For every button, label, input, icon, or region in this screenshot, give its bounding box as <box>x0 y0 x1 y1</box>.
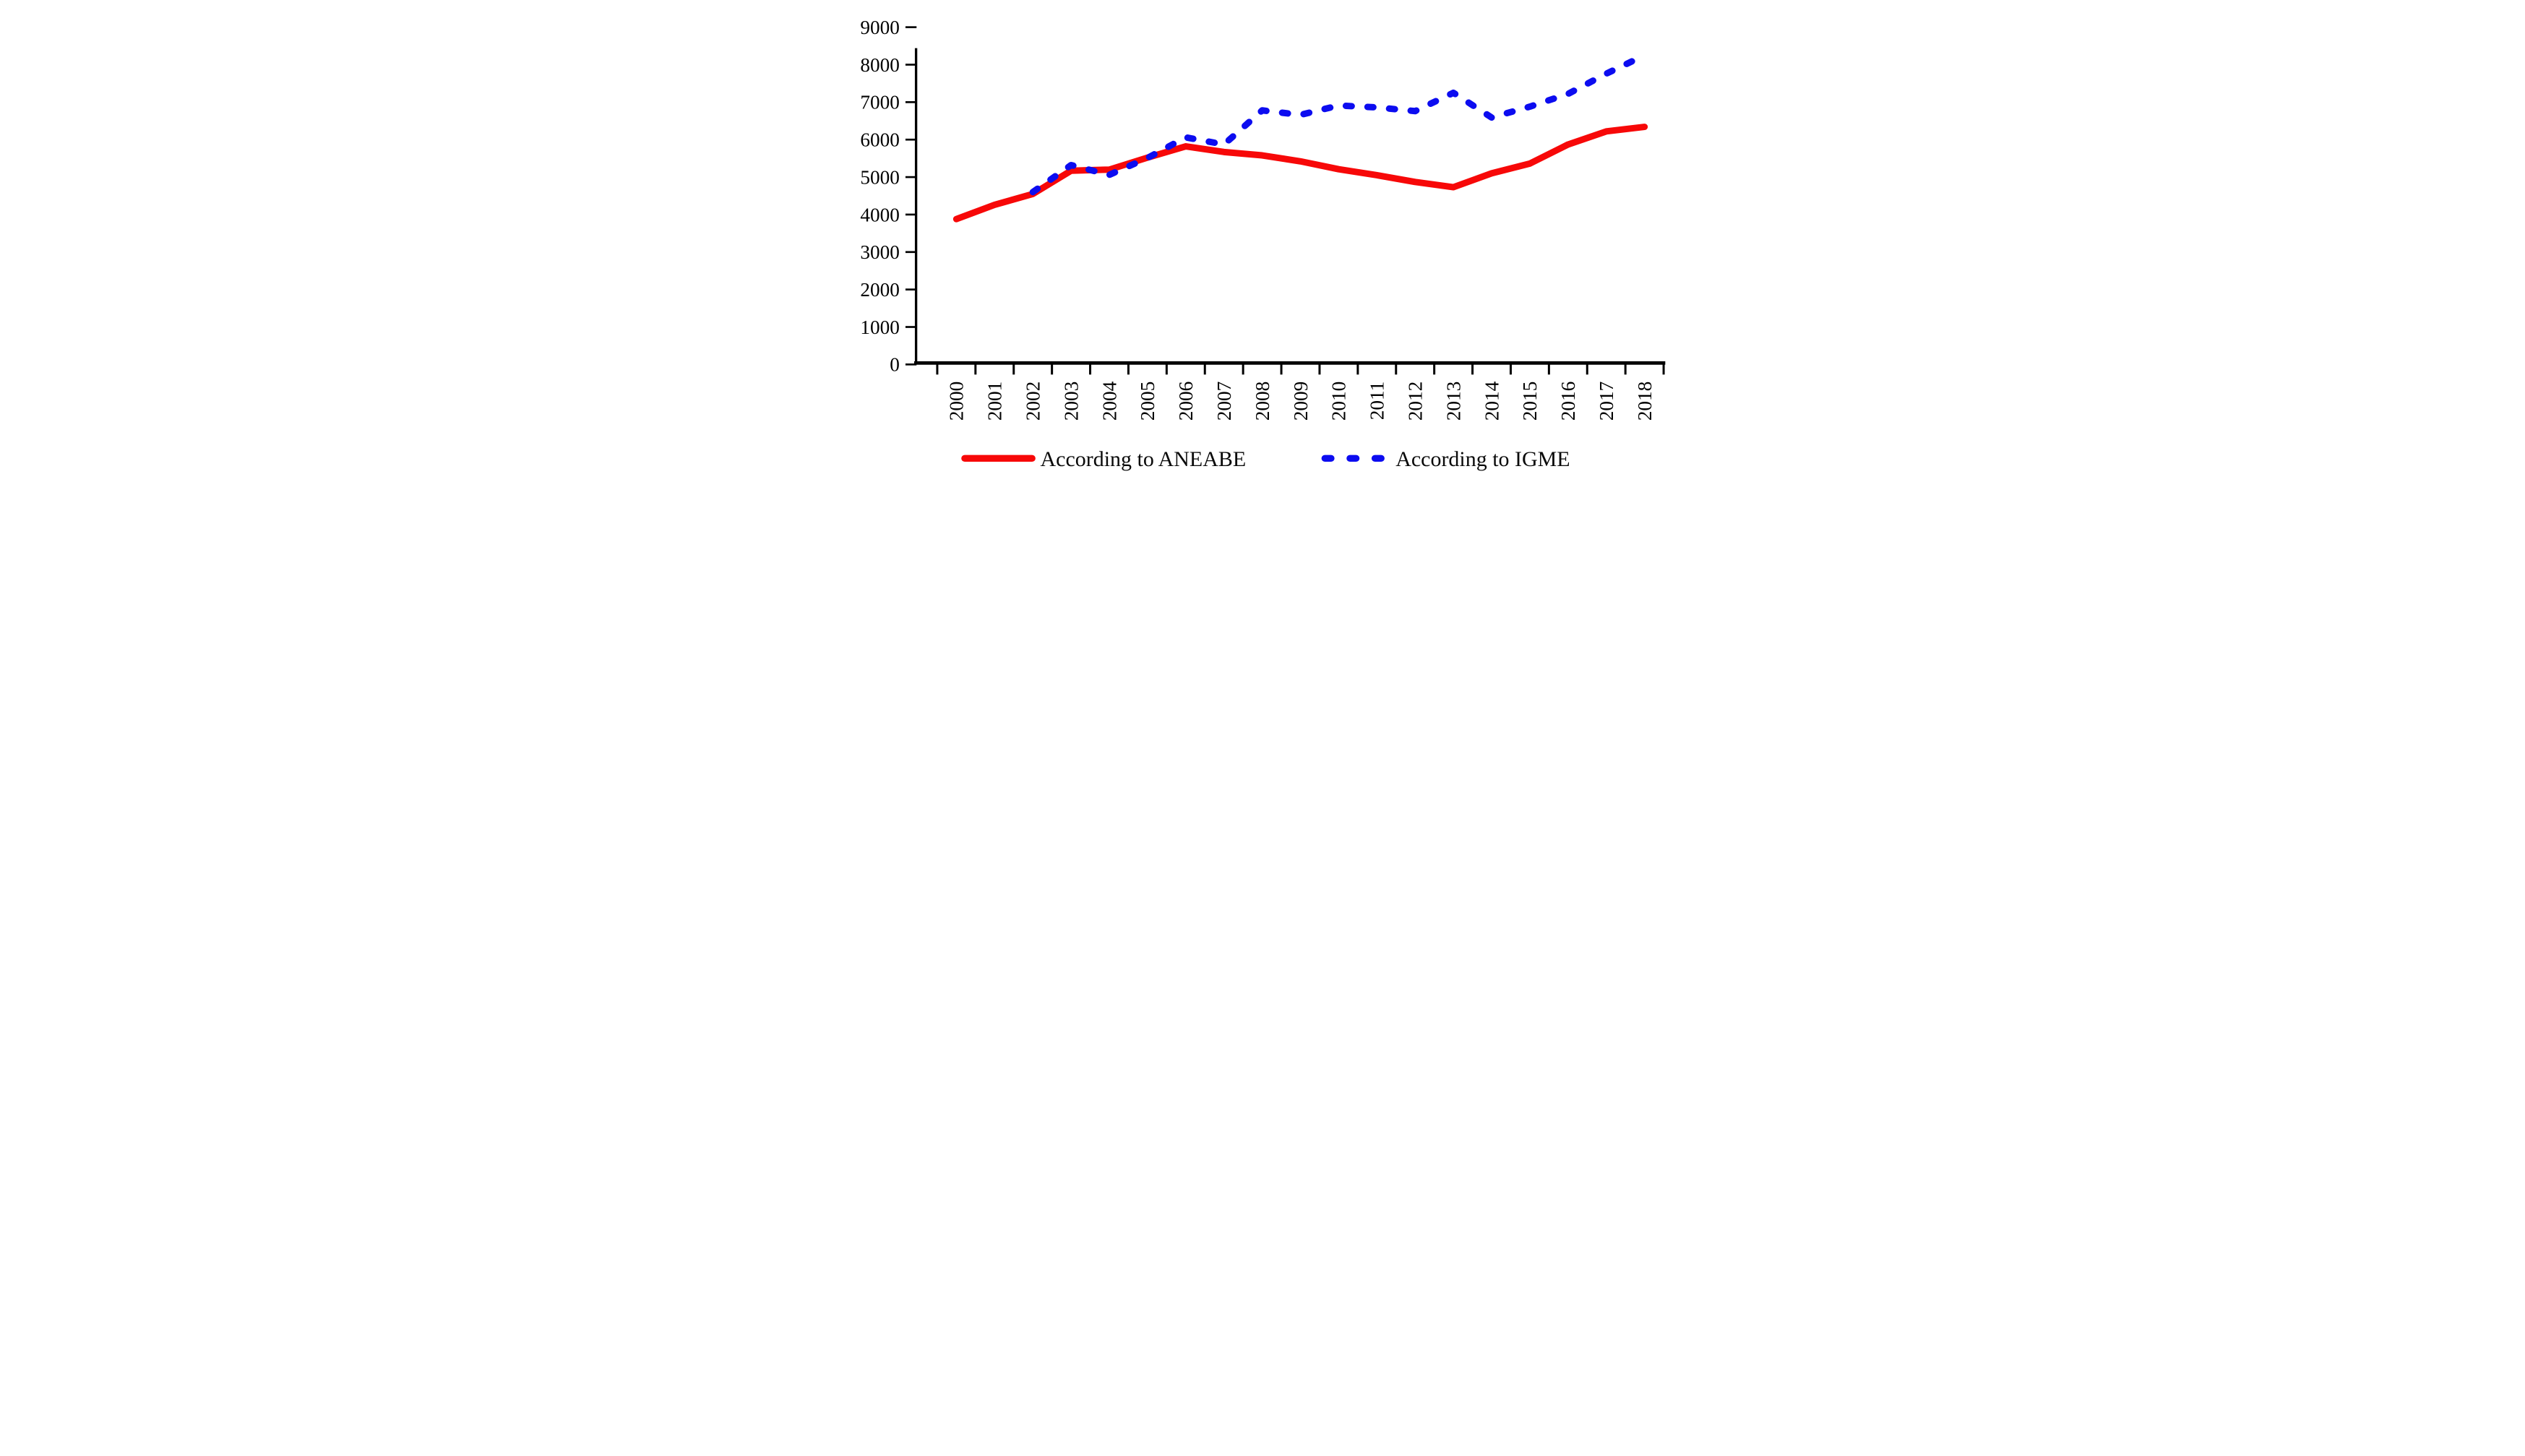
legend-label-igme: According to IGME <box>1395 447 1570 471</box>
x-tick-label: 2010 <box>1328 382 1350 421</box>
x-tick-label: 2000 <box>946 382 968 421</box>
x-tick-label: 2006 <box>1175 382 1197 421</box>
x-tick-label: 2001 <box>984 382 1006 421</box>
aneabe-series-line <box>952 124 1648 223</box>
line-chart-canvas: 0 1000 2000 3000 4000 5000 6000 7000 8000 9000 200… <box>842 0 1683 486</box>
y-tick-label: 2000 <box>860 279 900 301</box>
y-tick-label: 4000 <box>860 204 900 225</box>
x-tick-label: 2009 <box>1290 382 1312 421</box>
x-tick-label: 2005 <box>1137 382 1158 421</box>
y-tick-label: 1000 <box>860 316 900 338</box>
y-tick-label: 7000 <box>860 92 900 113</box>
x-tick-label: 2012 <box>1405 382 1427 421</box>
x-tick-label: 2014 <box>1481 381 1502 421</box>
plot-area: 0 1000 2000 3000 4000 5000 6000 7000 8000 9000 200… <box>860 17 1666 421</box>
legend-label-aneabe: According to ANEABE <box>1041 447 1247 471</box>
y-tick-label: 3000 <box>860 241 900 263</box>
y-tick-label: 8000 <box>860 54 900 76</box>
x-tick-label: 2008 <box>1252 382 1273 421</box>
chart-figure: 0 1000 2000 3000 4000 5000 6000 7000 8000 9000 200… <box>842 0 1683 486</box>
x-tick-label: 2018 <box>1634 382 1656 421</box>
x-tick-label: 2007 <box>1213 382 1235 421</box>
x-tick-label: 2002 <box>1023 382 1044 421</box>
x-tick-label: 2016 <box>1557 382 1579 421</box>
x-tick-label: 2011 <box>1367 382 1388 421</box>
y-tick-label: 5000 <box>860 166 900 188</box>
x-tick-label: 2003 <box>1060 382 1082 421</box>
y-tick-label: 9000 <box>860 17 900 38</box>
legend: According to ANEABE According to IGME <box>961 447 1570 471</box>
x-tick-label: 2015 <box>1519 382 1541 421</box>
x-tick-label: 2017 <box>1596 382 1617 421</box>
y-tick-label: 0 <box>890 354 900 376</box>
igme-series-line <box>1029 52 1648 196</box>
x-tick-label: 2004 <box>1098 381 1120 421</box>
x-tick-label: 2013 <box>1442 382 1464 421</box>
y-tick-label: 6000 <box>860 129 900 151</box>
